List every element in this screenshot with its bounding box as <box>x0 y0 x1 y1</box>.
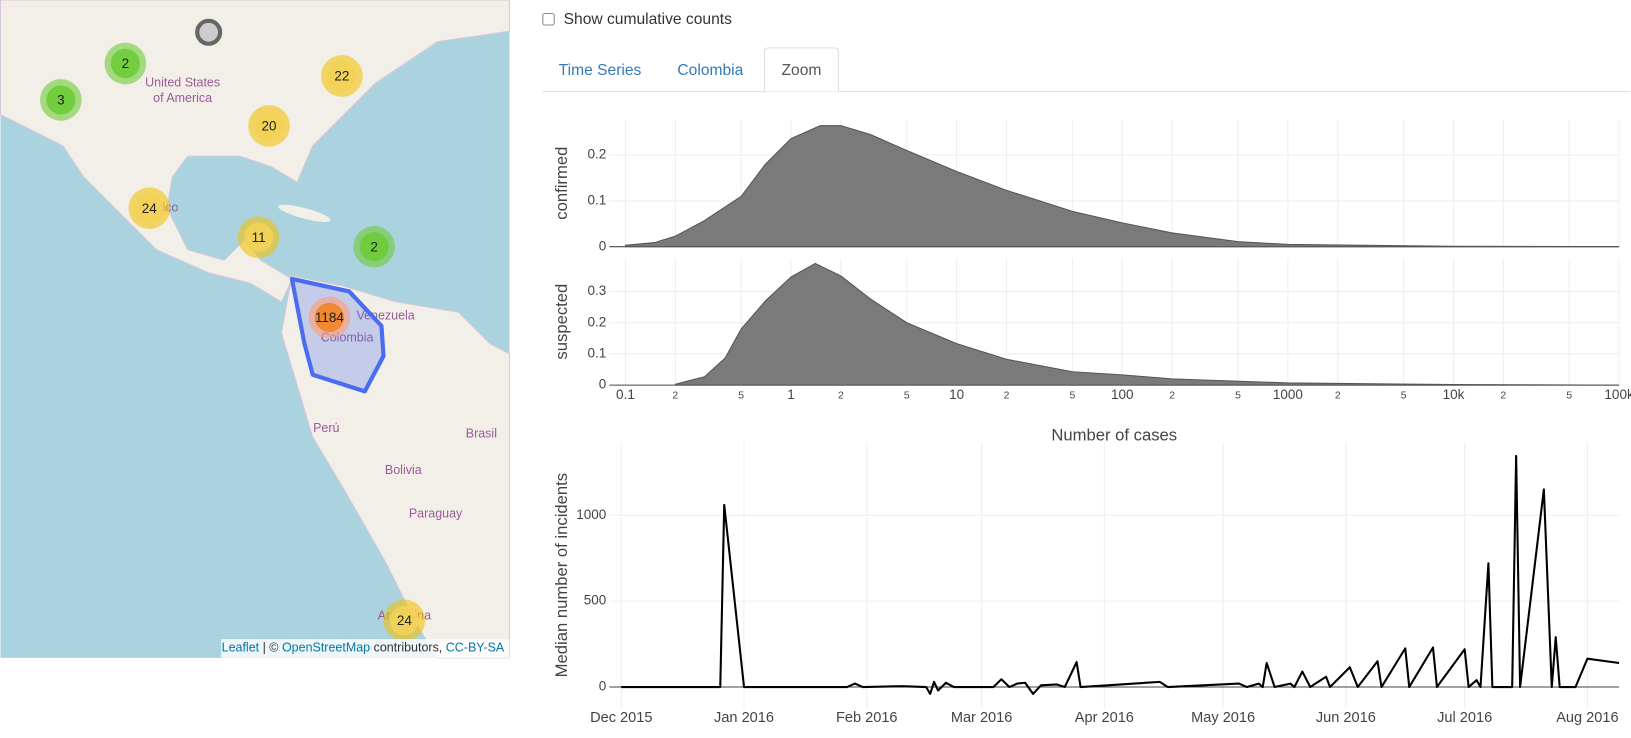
cluster[interactable]: 11 <box>237 216 280 259</box>
x-tick-label: 100 <box>1111 387 1134 402</box>
y-axis-title: confirmed <box>552 147 571 220</box>
attribution-box <box>221 639 510 658</box>
cluster[interactable]: 2 <box>353 225 395 268</box>
cluster-count: 3 <box>57 93 65 108</box>
x-tick-label: 5 <box>1070 390 1076 401</box>
cluster-count: 22 <box>334 69 349 84</box>
tabs: Time Series Colombia Zoom <box>559 47 839 92</box>
cluster[interactable]: 3 <box>40 79 82 121</box>
tab[interactable]: Time Series <box>559 62 642 79</box>
x-tick-label: 2 <box>672 390 678 401</box>
cluster-count: 24 <box>397 613 413 628</box>
x-tick-label: 10 <box>949 387 964 402</box>
link[interactable]: OpenStreetMap <box>282 641 370 655</box>
cluster[interactable]: 20 <box>248 105 290 147</box>
x-tick-label: Apr 2016 <box>1075 710 1134 726</box>
cluster-count: 20 <box>262 119 277 134</box>
link[interactable]: Leaflet <box>222 641 260 655</box>
cluster-count: 11 <box>252 230 266 245</box>
tab-active <box>763 47 839 92</box>
y-tick-label: 0.2 <box>587 314 606 329</box>
x-tick-label: 1000 <box>1273 387 1303 402</box>
x-tick-label: 0.1 <box>616 387 635 402</box>
y-tick-label: 500 <box>584 593 607 608</box>
x-tick-label: 5 <box>904 390 910 401</box>
y-tick-label: 0.1 <box>587 192 606 207</box>
cluster[interactable]: 24 <box>128 187 171 229</box>
x-tick-label: Dec 2015 <box>590 710 652 726</box>
x-tick-label: 2 <box>838 390 844 401</box>
marker[interactable] <box>195 18 223 46</box>
x-tick-label: Aug 2016 <box>1556 710 1618 726</box>
y-tick-label: 0.1 <box>587 346 606 361</box>
x-tick-label: 5 <box>1235 390 1241 401</box>
x-tick-label: 2 <box>1500 390 1506 401</box>
x-tick-label: Mar 2016 <box>951 710 1013 726</box>
map[interactable]: United States of America México Venezuel… <box>0 0 510 659</box>
link[interactable]: CC-BY-SA <box>446 641 505 655</box>
cluster[interactable]: 1184 <box>308 296 351 339</box>
y-axis-title: suspected <box>552 284 571 360</box>
x-tick-label: 100k <box>1604 387 1631 402</box>
charts: 0 0.1 0.2 confirmed 0.1 2 5 1 2 5 10 2 5 100 2 5 1000 2 5 1… <box>552 119 1631 726</box>
cluster[interactable]: 22 <box>321 55 363 97</box>
map-label: United States <box>145 76 220 90</box>
x-tick-label: 2 <box>1169 390 1175 401</box>
text: | © <box>259 641 282 655</box>
map-label: Brasil <box>466 426 497 440</box>
y-tick-label: 0 <box>599 238 607 253</box>
tab[interactable]: Zoom <box>781 62 821 79</box>
area <box>674 262 1620 386</box>
y-tick-label: 0 <box>599 679 607 694</box>
x-tick-label: 5 <box>1566 390 1572 401</box>
y-tick-label: 0.2 <box>587 147 606 162</box>
x-tick-label: Jan 2016 <box>714 710 774 726</box>
tab[interactable]: Colombia <box>677 62 743 79</box>
checkbox[interactable] <box>542 13 555 26</box>
map-label: of America <box>153 91 212 105</box>
y-axis-title: Median number of incidents <box>552 473 571 677</box>
cluster-count: 2 <box>122 56 130 71</box>
map-label: Bolivia <box>385 463 422 477</box>
x-tick-label: 10k <box>1443 387 1465 402</box>
cluster-count: 1184 <box>315 310 345 325</box>
y-tick-label: 1000 <box>576 507 606 522</box>
cluster[interactable]: 2 <box>104 42 147 85</box>
x-tick-label: May 2016 <box>1191 710 1255 726</box>
x-axis-title: Number of cases <box>1051 426 1177 445</box>
cluster-count: 24 <box>142 201 158 216</box>
attribution: Leaflet | © OpenStreetMap contributors, … <box>222 641 505 655</box>
y-tick-label: 0.3 <box>587 283 606 298</box>
x-tick-label: Jun 2016 <box>1316 710 1376 726</box>
cluster[interactable]: 24 <box>383 599 426 642</box>
checkbox-label[interactable]: Show cumulative counts <box>564 11 733 28</box>
area <box>624 125 1620 248</box>
map-label: Paraguay <box>409 507 463 521</box>
x-tick-label: 2 <box>1004 390 1010 401</box>
land-cuba <box>278 204 331 223</box>
y-tick-label: 0 <box>599 377 607 392</box>
text: contributors, <box>370 641 446 655</box>
map-label: Perú <box>313 421 339 435</box>
x-tick-label: 1 <box>787 387 795 402</box>
line <box>621 454 1620 695</box>
x-tick-label: 2 <box>1335 390 1341 401</box>
x-tick-label: 5 <box>1401 390 1407 401</box>
cluster-count: 2 <box>370 239 378 254</box>
x-tick-label: Feb 2016 <box>836 710 898 726</box>
x-tick-label: Jul 2016 <box>1437 710 1492 726</box>
x-tick-label: 5 <box>738 390 744 401</box>
